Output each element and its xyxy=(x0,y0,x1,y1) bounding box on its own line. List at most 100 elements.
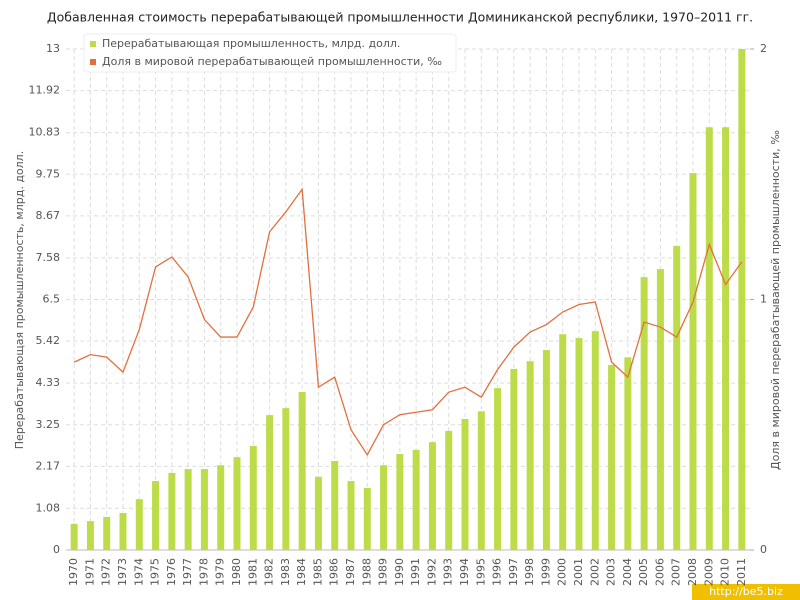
x-tick-label: 1989 xyxy=(377,558,390,586)
chart-title: Добавленная стоимость перерабатывающей п… xyxy=(47,10,753,25)
bar xyxy=(380,465,388,550)
x-tick-label: 1987 xyxy=(344,558,357,586)
x-tick-label: 1978 xyxy=(197,558,210,586)
bar xyxy=(86,521,94,550)
bar xyxy=(314,476,322,550)
bar xyxy=(347,481,355,550)
x-tick-label: 2008 xyxy=(686,558,699,586)
bar xyxy=(168,472,176,550)
bar xyxy=(266,415,274,550)
x-tick-label: 2007 xyxy=(670,558,683,586)
x-tick-label: 1991 xyxy=(409,558,422,586)
y-tick-label: 8.67 xyxy=(36,209,61,222)
watermark-bg xyxy=(692,584,800,600)
x-tick-label: 1982 xyxy=(263,558,276,586)
legend-box xyxy=(83,33,457,73)
x-tick-label: 1979 xyxy=(214,558,227,586)
bar xyxy=(591,331,599,550)
x-tick-label: 2005 xyxy=(637,558,650,586)
bar xyxy=(656,269,664,550)
bar xyxy=(331,460,339,550)
x-tick-label: 2001 xyxy=(572,558,585,586)
bar xyxy=(135,499,143,550)
y-tick-label: 1.08 xyxy=(36,501,61,514)
x-tick-label: 1984 xyxy=(295,558,308,586)
y-tick-label: 3.25 xyxy=(36,418,61,431)
bar xyxy=(526,361,534,550)
bar xyxy=(689,173,697,550)
x-tick-label: 1992 xyxy=(425,558,438,586)
y-tick-label: 4.33 xyxy=(36,376,61,389)
x-tick-label: 2010 xyxy=(719,558,732,586)
x-tick-label: 1990 xyxy=(393,558,406,586)
x-tick-label: 2011 xyxy=(735,558,748,586)
bar xyxy=(363,487,371,550)
bar xyxy=(428,442,436,550)
y-tick-label: 9.75 xyxy=(36,167,61,180)
x-tick-label: 1988 xyxy=(360,558,373,586)
bar xyxy=(624,357,632,550)
y-tick-label: 2.17 xyxy=(36,459,61,472)
bar xyxy=(559,334,567,550)
y-tick-label: 13 xyxy=(46,42,60,55)
x-tick-label: 1998 xyxy=(523,558,536,586)
x-tick-label: 2009 xyxy=(702,558,715,586)
bar xyxy=(722,127,730,550)
y2-tick-label: 1 xyxy=(760,293,767,306)
x-tick-label: 1981 xyxy=(246,558,259,586)
bar xyxy=(542,349,550,550)
y-tick-label: 5.42 xyxy=(36,334,61,347)
x-tick-label: 2002 xyxy=(588,558,601,586)
bar xyxy=(396,454,404,550)
x-tick-label: 1994 xyxy=(458,558,471,586)
y-tick-label: 10.83 xyxy=(29,126,61,139)
y-tick-label: 6.5 xyxy=(43,293,61,306)
x-tick-label: 1971 xyxy=(83,558,96,586)
bar xyxy=(477,411,485,550)
bar xyxy=(152,481,160,550)
x-tick-label: 1997 xyxy=(507,558,520,586)
x-tick-label: 1986 xyxy=(328,558,341,586)
bar xyxy=(510,368,518,550)
y2-axis-label: Доля в мировой перерабатывающей промышле… xyxy=(769,130,782,470)
bar xyxy=(705,127,713,550)
bar xyxy=(608,365,616,550)
x-tick-label: 1973 xyxy=(116,558,129,586)
x-tick-label: 1996 xyxy=(491,558,504,586)
bar xyxy=(738,49,746,550)
bar xyxy=(70,523,78,550)
x-tick-label: 2006 xyxy=(653,558,666,586)
bar xyxy=(119,513,127,550)
bar xyxy=(445,430,453,550)
bar xyxy=(461,418,469,550)
x-tick-label: 1976 xyxy=(165,558,178,586)
legend-label: Доля в мировой перерабатывающей промышле… xyxy=(102,55,442,68)
x-tick-label: 2000 xyxy=(556,558,569,586)
x-tick-label: 1985 xyxy=(311,558,324,586)
y-axis-label: Перерабатывающая промышленность, млрд. д… xyxy=(13,151,26,449)
x-tick-label: 1970 xyxy=(67,558,80,586)
bar xyxy=(673,245,681,551)
legend: Перерабатывающая промышленность, млрд. д… xyxy=(83,33,457,73)
bar xyxy=(249,445,257,550)
x-tick-label: 1980 xyxy=(230,558,243,586)
x-tick-label: 2004 xyxy=(621,558,634,586)
x-tick-label: 1983 xyxy=(279,558,292,586)
bar xyxy=(103,516,111,550)
line xyxy=(73,187,743,457)
bar xyxy=(282,408,290,550)
bar xyxy=(494,388,502,550)
bar xyxy=(217,465,225,550)
y-tick-label: 7.58 xyxy=(36,251,61,264)
x-tick-label: 1993 xyxy=(442,558,455,586)
bar xyxy=(575,338,583,550)
bar xyxy=(200,469,208,550)
x-tick-label: 1999 xyxy=(539,558,552,586)
x-tick-label: 1975 xyxy=(149,558,162,586)
y-tick-label: 0 xyxy=(53,543,60,556)
bar xyxy=(640,277,648,550)
legend-swatch xyxy=(90,41,96,47)
watermark: http://be5.biz xyxy=(709,585,783,598)
x-tick-label: 1972 xyxy=(100,558,113,586)
y2-tick-label: 2 xyxy=(760,42,767,55)
